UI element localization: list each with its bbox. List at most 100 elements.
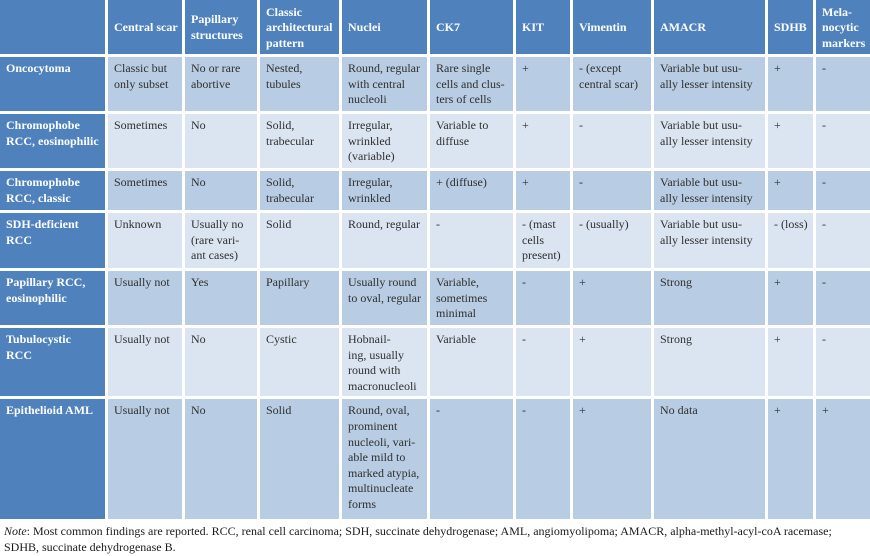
- cell-epithelioid-aml-kit: -: [516, 399, 573, 520]
- cell-oncocytoma-nuclei: Round, regular with central nucleoli: [342, 57, 430, 114]
- cell-tubulocystic-rcc-vimentin: +: [573, 328, 654, 400]
- cell-tubulocystic-rcc-nuclei: Hobnail- ing, usually round with macronu…: [342, 328, 430, 400]
- cell-chromophobe-rcc-classic-central-scar: Sometimes: [108, 171, 185, 213]
- row-label-papillary-rcc-eosinophilic: Papillary RCC, eosinophilic: [0, 271, 108, 328]
- cell-sdh-deficient-rcc-nuclei: Round, regular: [342, 213, 430, 271]
- table-row-papillary-rcc-eosinophilic: Papillary RCC, eosinophilic Usually not Ye…: [0, 271, 870, 328]
- cell-papillary-rcc-eosinophilic-ck7: Variable, sometimes minimal: [430, 271, 516, 328]
- cell-chromophobe-rcc-classic-melanocytic-markers: -: [816, 171, 870, 213]
- cell-epithelioid-aml-melanocytic-markers: +: [816, 399, 870, 520]
- cell-chromophobe-rcc-eosinophilic-vimentin: -: [573, 114, 654, 171]
- cell-chromophobe-rcc-classic-classic-architectural-pattern: Solid, trabecular: [260, 171, 342, 213]
- cell-tubulocystic-rcc-central-scar: Usually not: [108, 328, 185, 400]
- table-footnote: Note: Most common findings are reported.…: [0, 519, 870, 554]
- cell-oncocytoma-vimentin: - (except central scar): [573, 57, 654, 114]
- row-label-sdh-deficient-rcc: SDH-deficient RCC: [0, 213, 108, 271]
- cell-sdh-deficient-rcc-ck7: -: [430, 213, 516, 271]
- cell-sdh-deficient-rcc-sdhb: - (loss): [768, 213, 816, 271]
- cell-chromophobe-rcc-classic-nuclei: Irregular, wrinkled: [342, 171, 430, 213]
- cell-papillary-rcc-eosinophilic-amacr: Strong: [654, 271, 768, 328]
- column-header-vimentin: Vimentin: [573, 0, 654, 57]
- column-header-ck7: CK7: [430, 0, 516, 57]
- table-row-chromophobe-rcc-classic: Chromophobe RCC, classic Sometimes No Solid…: [0, 171, 870, 213]
- row-label-oncocytoma: Oncocytoma: [0, 57, 108, 114]
- cell-oncocytoma-melanocytic-markers: -: [816, 57, 870, 114]
- cell-oncocytoma-amacr: Variable but usu- ally lesser intensity: [654, 57, 768, 114]
- cell-chromophobe-rcc-eosinophilic-amacr: Variable but usu- ally lesser intensity: [654, 114, 768, 171]
- cell-oncocytoma-kit: +: [516, 57, 573, 114]
- cell-chromophobe-rcc-classic-vimentin: -: [573, 171, 654, 213]
- comparison-table: Central scar Papillary structures Classic …: [0, 0, 870, 520]
- header-row: Central scar Papillary structures Classic …: [0, 0, 870, 57]
- cell-chromophobe-rcc-eosinophilic-melanocytic-markers: -: [816, 114, 870, 171]
- cell-tubulocystic-rcc-sdhb: +: [768, 328, 816, 400]
- cell-papillary-rcc-eosinophilic-kit: -: [516, 271, 573, 328]
- footnote-label: Note: [4, 524, 27, 539]
- cell-tubulocystic-rcc-amacr: Strong: [654, 328, 768, 400]
- cell-oncocytoma-classic-architectural-pattern: Nested, tubules: [260, 57, 342, 114]
- cell-tubulocystic-rcc-melanocytic-markers: -: [816, 328, 870, 400]
- cell-chromophobe-rcc-eosinophilic-nuclei: Irregular, wrinkled (variable): [342, 114, 430, 171]
- cell-papillary-rcc-eosinophilic-melanocytic-markers: -: [816, 271, 870, 328]
- cell-chromophobe-rcc-eosinophilic-central-scar: Sometimes: [108, 114, 185, 171]
- column-header-central-scar: Central scar: [108, 0, 185, 57]
- column-header-nuclei: Nuclei: [342, 0, 430, 57]
- cell-chromophobe-rcc-classic-kit: +: [516, 171, 573, 213]
- cell-chromophobe-rcc-classic-papillary-structures: No: [185, 171, 260, 213]
- cell-papillary-rcc-eosinophilic-papillary-structures: Yes: [185, 271, 260, 328]
- cell-papillary-rcc-eosinophilic-classic-architectural-pattern: Papillary: [260, 271, 342, 328]
- cell-sdh-deficient-rcc-papillary-structures: Usually no (rare vari- ant cases): [185, 213, 260, 271]
- cell-epithelioid-aml-papillary-structures: No: [185, 399, 260, 520]
- row-label-chromophobe-rcc-classic: Chromophobe RCC, classic: [0, 171, 108, 213]
- table-row-oncocytoma: Oncocytoma Classic but only subset No or r…: [0, 57, 870, 114]
- cell-epithelioid-aml-ck7: -: [430, 399, 516, 520]
- cell-epithelioid-aml-central-scar: Usually not: [108, 399, 185, 520]
- cell-epithelioid-aml-vimentin: +: [573, 399, 654, 520]
- cell-oncocytoma-central-scar: Classic but only subset: [108, 57, 185, 114]
- column-header-amacr: AMACR: [654, 0, 768, 57]
- cell-papillary-rcc-eosinophilic-sdhb: +: [768, 271, 816, 328]
- column-header-papillary-structures: Papillary structures: [185, 0, 260, 57]
- table-row-sdh-deficient-rcc: SDH-deficient RCC Unknown Usually no (rare…: [0, 213, 870, 271]
- cell-sdh-deficient-rcc-central-scar: Unknown: [108, 213, 185, 271]
- cell-papillary-rcc-eosinophilic-central-scar: Usually not: [108, 271, 185, 328]
- cell-epithelioid-aml-nuclei: Round, oval, prominent nucleoli, vari- a…: [342, 399, 430, 520]
- cell-sdh-deficient-rcc-melanocytic-markers: -: [816, 213, 870, 271]
- cell-epithelioid-aml-amacr: No data: [654, 399, 768, 520]
- table-row-chromophobe-rcc-eosinophilic: Chromophobe RCC, eosinophilic Sometimes No…: [0, 114, 870, 171]
- cell-sdh-deficient-rcc-vimentin: - (usually): [573, 213, 654, 271]
- cell-oncocytoma-ck7: Rare single cells and clus- ters of cell…: [430, 57, 516, 114]
- cell-chromophobe-rcc-eosinophilic-classic-architectural-pattern: Solid, trabecular: [260, 114, 342, 171]
- cell-tubulocystic-rcc-ck7: Variable: [430, 328, 516, 400]
- table-row-tubulocystic-rcc: Tubulocystic RCC Usually not No Cystic Hobna…: [0, 328, 870, 400]
- cell-oncocytoma-sdhb: +: [768, 57, 816, 114]
- cell-chromophobe-rcc-classic-sdhb: +: [768, 171, 816, 213]
- cell-papillary-rcc-eosinophilic-nuclei: Usually round to oval, regular: [342, 271, 430, 328]
- row-label-epithelioid-aml: Epithelioid AML: [0, 399, 108, 520]
- column-header-melanocytic-markers: Mela- nocytic markers: [816, 0, 870, 57]
- cell-chromophobe-rcc-classic-amacr: Variable but usu- ally lesser intensity: [654, 171, 768, 213]
- cell-chromophobe-rcc-eosinophilic-sdhb: +: [768, 114, 816, 171]
- column-header-kit: KIT: [516, 0, 573, 57]
- row-label-chromophobe-rcc-eosinophilic: Chromophobe RCC, eosinophilic: [0, 114, 108, 171]
- cell-epithelioid-aml-classic-architectural-pattern: Solid: [260, 399, 342, 520]
- cell-epithelioid-aml-sdhb: +: [768, 399, 816, 520]
- cell-tubulocystic-rcc-classic-architectural-pattern: Cystic: [260, 328, 342, 400]
- cell-chromophobe-rcc-classic-ck7: + (diffuse): [430, 171, 516, 213]
- column-header-row-label: [0, 0, 108, 57]
- cell-chromophobe-rcc-eosinophilic-ck7: Variable to diffuse: [430, 114, 516, 171]
- cell-chromophobe-rcc-eosinophilic-kit: +: [516, 114, 573, 171]
- cell-sdh-deficient-rcc-amacr: Variable but usu- ally lesser intensity: [654, 213, 768, 271]
- table-header: Central scar Papillary structures Classic …: [0, 0, 870, 57]
- cell-tubulocystic-rcc-papillary-structures: No: [185, 328, 260, 400]
- cell-tubulocystic-rcc-kit: -: [516, 328, 573, 400]
- cell-papillary-rcc-eosinophilic-vimentin: +: [573, 271, 654, 328]
- column-header-classic-architectural-pattern: Classic architectural pattern: [260, 0, 342, 57]
- cell-sdh-deficient-rcc-kit: - (mast cells present): [516, 213, 573, 271]
- footnote-text: : Most common findings are reported. RCC…: [4, 524, 832, 554]
- cell-oncocytoma-papillary-structures: No or rare abortive: [185, 57, 260, 114]
- table-row-epithelioid-aml: Epithelioid AML Usually not No Solid Round, …: [0, 399, 870, 520]
- cell-sdh-deficient-rcc-classic-architectural-pattern: Solid: [260, 213, 342, 271]
- row-label-tubulocystic-rcc: Tubulocystic RCC: [0, 328, 108, 400]
- cell-chromophobe-rcc-eosinophilic-papillary-structures: No: [185, 114, 260, 171]
